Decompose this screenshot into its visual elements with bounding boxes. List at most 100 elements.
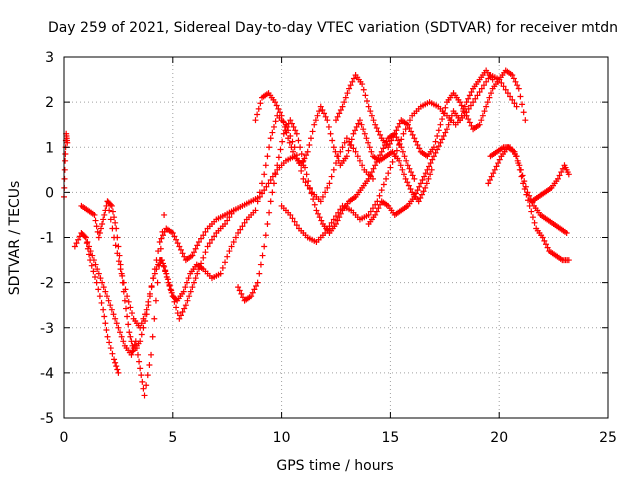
data-point	[270, 180, 277, 187]
data-point	[362, 92, 369, 99]
data-point	[249, 289, 256, 296]
data-point	[368, 148, 375, 155]
data-point	[144, 372, 151, 379]
data-point	[266, 144, 273, 151]
data-point	[420, 188, 427, 195]
data-point	[280, 130, 287, 137]
data-point	[192, 245, 199, 252]
data-point	[317, 198, 324, 205]
data-point	[373, 125, 380, 132]
data-point	[173, 236, 180, 243]
data-point	[115, 369, 122, 376]
data-point	[140, 385, 147, 392]
data-point	[117, 266, 124, 273]
data-point	[304, 148, 311, 155]
data-point	[514, 82, 521, 89]
data-point	[111, 234, 118, 241]
data-point	[313, 207, 320, 214]
data-point	[373, 208, 380, 215]
series-arc-j	[365, 67, 496, 227]
data-point	[361, 130, 368, 137]
data-point	[329, 137, 336, 144]
data-point	[121, 297, 128, 304]
data-point	[95, 234, 102, 241]
data-point	[127, 333, 134, 340]
data-point	[402, 126, 409, 133]
data-point	[257, 100, 264, 107]
data-point	[354, 153, 361, 160]
data-point	[290, 148, 297, 155]
data-point	[155, 261, 162, 268]
data-point	[405, 182, 412, 189]
data-point	[152, 297, 159, 304]
data-point	[488, 173, 495, 180]
series-arc-m	[528, 162, 572, 205]
data-point	[252, 207, 259, 214]
data-point	[395, 123, 402, 130]
y-tick-label: -2	[40, 276, 54, 292]
data-point	[99, 220, 106, 227]
data-point	[544, 244, 551, 251]
data-point	[349, 78, 356, 85]
data-point	[408, 169, 415, 176]
data-point	[272, 99, 279, 106]
data-point	[334, 113, 341, 120]
data-point	[504, 90, 511, 97]
data-point	[133, 345, 140, 352]
data-point	[467, 102, 474, 109]
data-point	[295, 137, 302, 144]
data-point	[427, 160, 434, 167]
data-point	[416, 145, 423, 152]
data-point	[404, 162, 411, 169]
data-point	[442, 129, 449, 136]
data-point	[93, 279, 100, 286]
data-point	[146, 290, 153, 297]
data-point	[430, 144, 437, 151]
x-tick-label: 25	[599, 430, 617, 446]
data-point	[269, 189, 276, 196]
data-point	[406, 125, 413, 132]
data-point	[259, 252, 266, 259]
data-point	[184, 297, 191, 304]
data-point	[256, 270, 263, 277]
data-point	[399, 166, 406, 173]
data-point	[488, 90, 495, 97]
data-point	[82, 234, 89, 241]
y-tick-label: 0	[45, 185, 54, 201]
data-point	[390, 134, 397, 141]
data-point	[518, 173, 525, 180]
data-point	[391, 130, 398, 137]
data-point	[326, 223, 333, 230]
data-point	[62, 157, 69, 164]
data-point	[396, 157, 403, 164]
data-point	[363, 135, 370, 142]
data-point	[299, 158, 306, 165]
data-point	[432, 138, 439, 145]
data-point	[481, 108, 488, 115]
data-point	[326, 180, 333, 187]
data-point	[166, 283, 173, 290]
data-point	[107, 302, 114, 309]
data-point	[559, 165, 566, 172]
data-point	[409, 131, 416, 138]
data-point	[189, 284, 196, 291]
data-point	[306, 184, 313, 191]
data-point	[232, 234, 239, 241]
data-point	[303, 152, 310, 159]
data-point	[90, 257, 97, 264]
data-point	[265, 180, 272, 187]
data-point	[161, 211, 168, 218]
axis-ticks	[63, 56, 609, 419]
data-point	[281, 123, 288, 130]
data-point	[324, 226, 331, 233]
data-point	[267, 198, 274, 205]
data-point	[264, 153, 271, 160]
data-point	[266, 209, 273, 216]
data-point	[485, 75, 492, 82]
data-point	[489, 76, 496, 83]
data-point	[241, 219, 248, 226]
data-point	[343, 153, 350, 160]
data-point	[416, 183, 423, 190]
data-point	[75, 236, 82, 243]
data-point	[522, 183, 529, 190]
